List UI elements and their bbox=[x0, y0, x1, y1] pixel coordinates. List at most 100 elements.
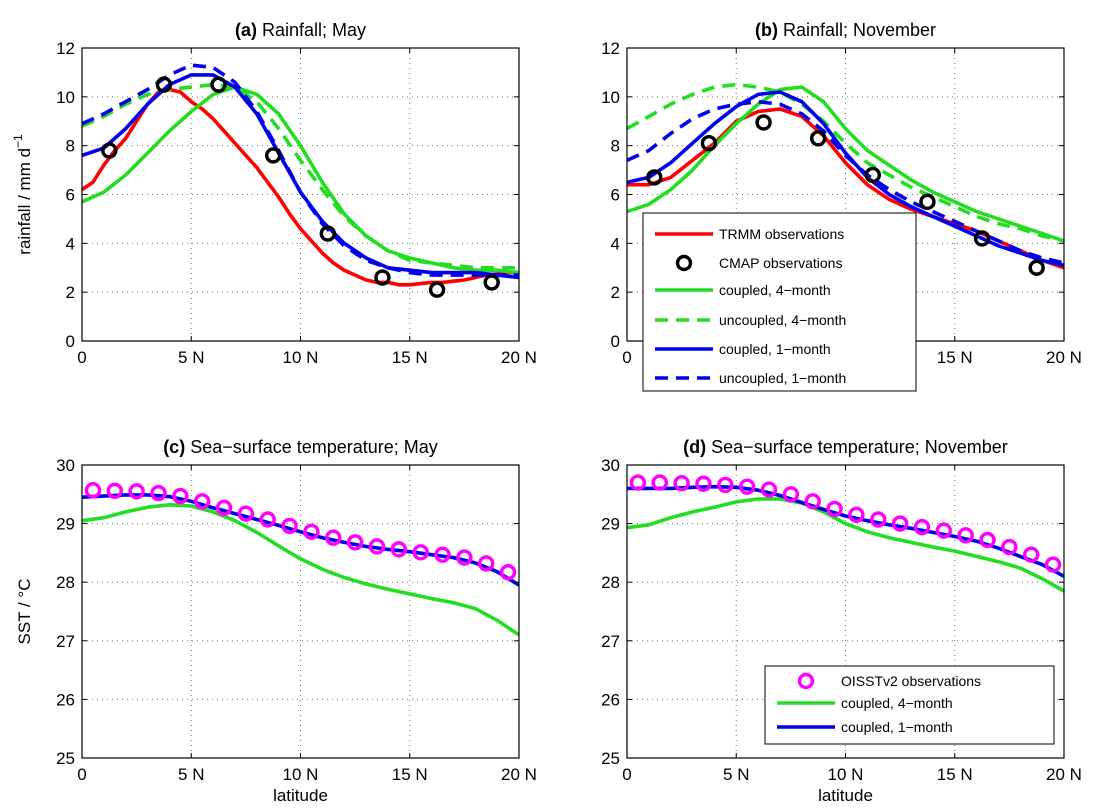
y-tick-label: 12 bbox=[601, 39, 620, 58]
data-point bbox=[935, 522, 953, 539]
legend-label: coupled, 4−month bbox=[719, 282, 831, 298]
panel-tag: (c) bbox=[163, 437, 185, 457]
legend-swatch bbox=[797, 672, 815, 690]
data-point bbox=[456, 549, 473, 566]
panel-title-text: Sea−surface temperature; May bbox=[185, 437, 438, 457]
x-tick-label: 15 N bbox=[392, 348, 428, 367]
series-line bbox=[82, 503, 519, 637]
data-point bbox=[106, 482, 123, 499]
y-tick-label: 2 bbox=[66, 283, 75, 302]
data-point bbox=[390, 541, 408, 558]
legend-item: coupled, 1−month bbox=[777, 719, 953, 735]
legend-swatch bbox=[675, 254, 693, 272]
panel-c: 0 5 N 10 N 15 N 20 N 25 26 27 28 29 30 (c) Sea−surf… bbox=[15, 437, 537, 805]
data-point bbox=[346, 534, 364, 551]
data-point bbox=[1028, 259, 1045, 276]
series-line bbox=[627, 497, 1064, 593]
data-point bbox=[782, 486, 800, 503]
x-tick-label: 20 N bbox=[1046, 348, 1082, 367]
legend-item: TRMM observations bbox=[655, 226, 844, 242]
y-tick-label: 26 bbox=[601, 690, 620, 709]
panel-title-text: Rainfall; May bbox=[257, 20, 366, 40]
data-point bbox=[101, 142, 118, 159]
legend-label: OISSTv2 observations bbox=[841, 673, 981, 689]
y-tick-label: 10 bbox=[601, 88, 620, 107]
y-tick-label: 6 bbox=[611, 186, 620, 205]
x-tick-label: 15 N bbox=[937, 765, 973, 784]
data-point bbox=[651, 474, 668, 491]
legend-label: coupled, 1−month bbox=[841, 719, 953, 735]
y-tick-label: 8 bbox=[66, 137, 75, 156]
panel-title-text: Sea−surface temperature; November bbox=[706, 437, 1008, 457]
series-line bbox=[627, 90, 1064, 268]
data-point bbox=[973, 230, 991, 247]
data-point bbox=[150, 484, 167, 502]
panel-title: (d) Sea−surface temperature; November bbox=[683, 437, 1008, 457]
data-point bbox=[478, 555, 495, 572]
data-point bbox=[303, 523, 320, 541]
legend-item: OISSTv2 observations bbox=[797, 672, 981, 690]
y-tick-label: 29 bbox=[601, 515, 620, 534]
legend-item: uncoupled, 1−month bbox=[655, 370, 846, 386]
data-point bbox=[804, 493, 821, 510]
panel-title: (c) Sea−surface temperature; May bbox=[163, 437, 438, 457]
data-point bbox=[193, 493, 211, 510]
y-tick-label: 30 bbox=[56, 456, 75, 475]
y-tick-label: 8 bbox=[611, 137, 620, 156]
data-point bbox=[325, 529, 342, 546]
x-axis-label: latitude bbox=[273, 786, 328, 805]
panel-tag: (d) bbox=[683, 437, 706, 457]
data-point bbox=[434, 546, 451, 563]
y-tick-label: 27 bbox=[601, 632, 620, 651]
y-tick-label: 26 bbox=[56, 690, 75, 709]
data-point bbox=[700, 135, 718, 152]
data-point bbox=[281, 517, 298, 535]
data-point bbox=[210, 76, 227, 93]
x-tick-label: 0 bbox=[77, 765, 86, 784]
x-tick-label: 5 N bbox=[723, 765, 749, 784]
series-group bbox=[82, 493, 519, 637]
data-point bbox=[155, 76, 173, 93]
y-tick-label: 6 bbox=[66, 186, 75, 205]
x-tick-label: 10 N bbox=[283, 348, 319, 367]
x-tick-label: 10 N bbox=[283, 765, 319, 784]
y-tick-label: 30 bbox=[601, 456, 620, 475]
x-tick-label: 5 N bbox=[178, 348, 204, 367]
panel-title-text: Rainfall; November bbox=[778, 20, 936, 40]
legend-label: TRMM observations bbox=[719, 226, 844, 242]
legend-label: coupled, 1−month bbox=[719, 341, 831, 357]
y-tick-label: 12 bbox=[56, 39, 75, 58]
y-tick-label: 4 bbox=[66, 234, 75, 253]
data-point bbox=[848, 506, 865, 524]
panel-title: (b) Rainfall; November bbox=[755, 20, 936, 40]
plot-area bbox=[82, 465, 519, 758]
panel-a: 0 5 N 10 N 15 N 20 N 0 2 4 6 8 10 12 (a) Rainfall; M… bbox=[11, 20, 537, 367]
y-tick-label: 28 bbox=[56, 573, 75, 592]
x-tick-label: 20 N bbox=[501, 765, 537, 784]
series-group bbox=[627, 82, 1064, 270]
legend-item: CMAP observations bbox=[675, 254, 842, 272]
data-point bbox=[919, 193, 936, 211]
legend-item: uncoupled, 4−month bbox=[655, 312, 846, 328]
legend: OISSTv2 observations coupled, 4−month coup… bbox=[764, 665, 1055, 745]
data-point bbox=[809, 130, 827, 147]
data-point bbox=[760, 481, 778, 498]
data-point bbox=[913, 518, 931, 536]
series-group bbox=[82, 63, 519, 287]
data-point bbox=[717, 476, 734, 494]
y-tick-label: 27 bbox=[56, 632, 75, 651]
y-axis-label: SST / °C bbox=[15, 579, 34, 645]
data-point bbox=[128, 483, 145, 500]
data-point bbox=[428, 281, 446, 298]
x-tick-label: 10 N bbox=[828, 765, 864, 784]
data-point bbox=[646, 169, 663, 186]
data-point bbox=[368, 538, 386, 555]
y-tick-label: 0 bbox=[611, 332, 620, 351]
panel-tag: (a) bbox=[235, 20, 257, 40]
data-point bbox=[237, 505, 255, 522]
data-point bbox=[755, 114, 772, 131]
data-point bbox=[172, 487, 189, 505]
data-point bbox=[412, 544, 429, 561]
series-line bbox=[82, 82, 519, 270]
